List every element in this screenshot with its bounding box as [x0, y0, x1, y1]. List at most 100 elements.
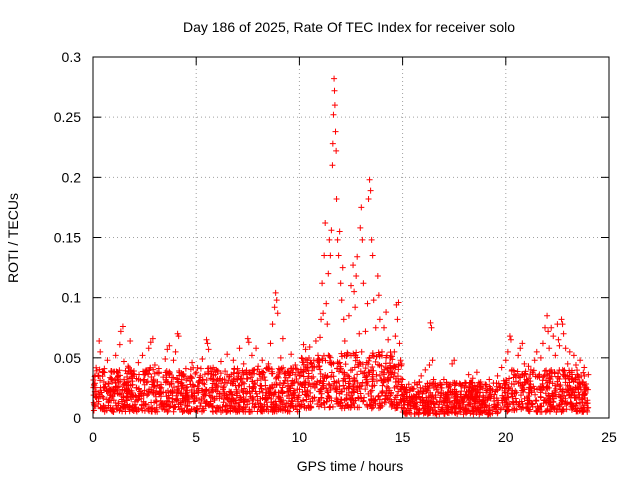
- band-point: [90, 392, 97, 399]
- data-point: [95, 372, 102, 379]
- band-point: [99, 369, 106, 376]
- band-point: [145, 406, 152, 413]
- band-point: [182, 402, 189, 409]
- data-point: [322, 220, 329, 227]
- grid-lines: [93, 57, 609, 418]
- data-point: [511, 381, 518, 388]
- band-point: [579, 399, 586, 406]
- data-point: [422, 366, 429, 373]
- band-point: [334, 365, 341, 372]
- data-point: [325, 270, 332, 277]
- band-point: [544, 407, 551, 414]
- band-point: [404, 410, 411, 417]
- data-point: [331, 75, 338, 82]
- y-tick-label: 0.2: [62, 169, 82, 185]
- band-point: [324, 388, 331, 395]
- band-point: [398, 381, 405, 388]
- band-point: [382, 395, 389, 402]
- data-point: [401, 386, 408, 393]
- band-point: [157, 402, 164, 409]
- band-point: [561, 392, 568, 399]
- data-point: [453, 388, 460, 395]
- data-point: [203, 336, 210, 343]
- band-point: [438, 406, 445, 413]
- y-tick-label: 0.3: [62, 49, 82, 65]
- band-point: [343, 385, 350, 392]
- band-point: [405, 407, 412, 414]
- band-point: [463, 406, 470, 413]
- band-point: [142, 371, 149, 378]
- band-point: [579, 391, 586, 398]
- data-point: [97, 348, 104, 355]
- data-point: [504, 348, 511, 355]
- data-point: [465, 371, 472, 378]
- band-point: [148, 408, 155, 415]
- band-point: [188, 388, 195, 395]
- data-point: [151, 362, 158, 369]
- band-point: [369, 352, 376, 359]
- data-point: [359, 236, 366, 243]
- band-point: [298, 369, 305, 376]
- band-point: [526, 406, 533, 413]
- band-point: [443, 402, 450, 409]
- band-point: [295, 398, 302, 405]
- band-point: [559, 388, 566, 395]
- band-point: [582, 383, 589, 390]
- band-point: [126, 402, 133, 409]
- band-point: [364, 403, 371, 410]
- data-point: [91, 381, 98, 388]
- band-point: [427, 389, 434, 396]
- band-point: [547, 401, 554, 408]
- band-point: [330, 360, 337, 367]
- band-point: [343, 395, 350, 402]
- y-tick-label: 0: [73, 410, 81, 426]
- band-point: [167, 370, 174, 377]
- band-point: [372, 358, 379, 365]
- band-point: [400, 404, 407, 411]
- band-point: [249, 395, 256, 402]
- data-point: [246, 369, 253, 376]
- band-point: [197, 365, 204, 372]
- data-point: [375, 292, 382, 299]
- data-point: [420, 388, 427, 395]
- band-point: [338, 350, 345, 357]
- data-point: [93, 388, 100, 395]
- band-point: [475, 379, 482, 386]
- band-point: [248, 408, 255, 415]
- data-point: [337, 280, 344, 287]
- data-point: [217, 358, 224, 365]
- band-point: [370, 367, 377, 374]
- data-point: [442, 393, 449, 400]
- band-point: [310, 381, 317, 388]
- data-point: [180, 386, 187, 393]
- band-point: [580, 408, 587, 415]
- band-point: [562, 379, 569, 386]
- band-point: [465, 383, 472, 390]
- data-point: [195, 389, 202, 396]
- band-point: [221, 383, 228, 390]
- data-point: [232, 382, 239, 389]
- band-point: [362, 365, 369, 372]
- data-point: [568, 369, 575, 376]
- data-point: [106, 396, 113, 403]
- band-point: [578, 395, 585, 402]
- band-point: [390, 373, 397, 380]
- band-point: [209, 394, 216, 401]
- data-point: [213, 393, 220, 400]
- data-point: [457, 381, 464, 388]
- band-point: [464, 401, 471, 408]
- data-point: [517, 345, 524, 352]
- data-point: [248, 352, 255, 359]
- band-point: [343, 396, 350, 403]
- band-point: [378, 368, 385, 375]
- band-point: [388, 353, 395, 360]
- band-point: [520, 389, 527, 396]
- band-point: [252, 401, 259, 408]
- data-point: [193, 369, 200, 376]
- band-point: [542, 397, 549, 404]
- band-point: [250, 396, 257, 403]
- band-point: [134, 397, 141, 404]
- data-points: [90, 75, 592, 418]
- data-point: [294, 386, 301, 393]
- band-point: [104, 388, 111, 395]
